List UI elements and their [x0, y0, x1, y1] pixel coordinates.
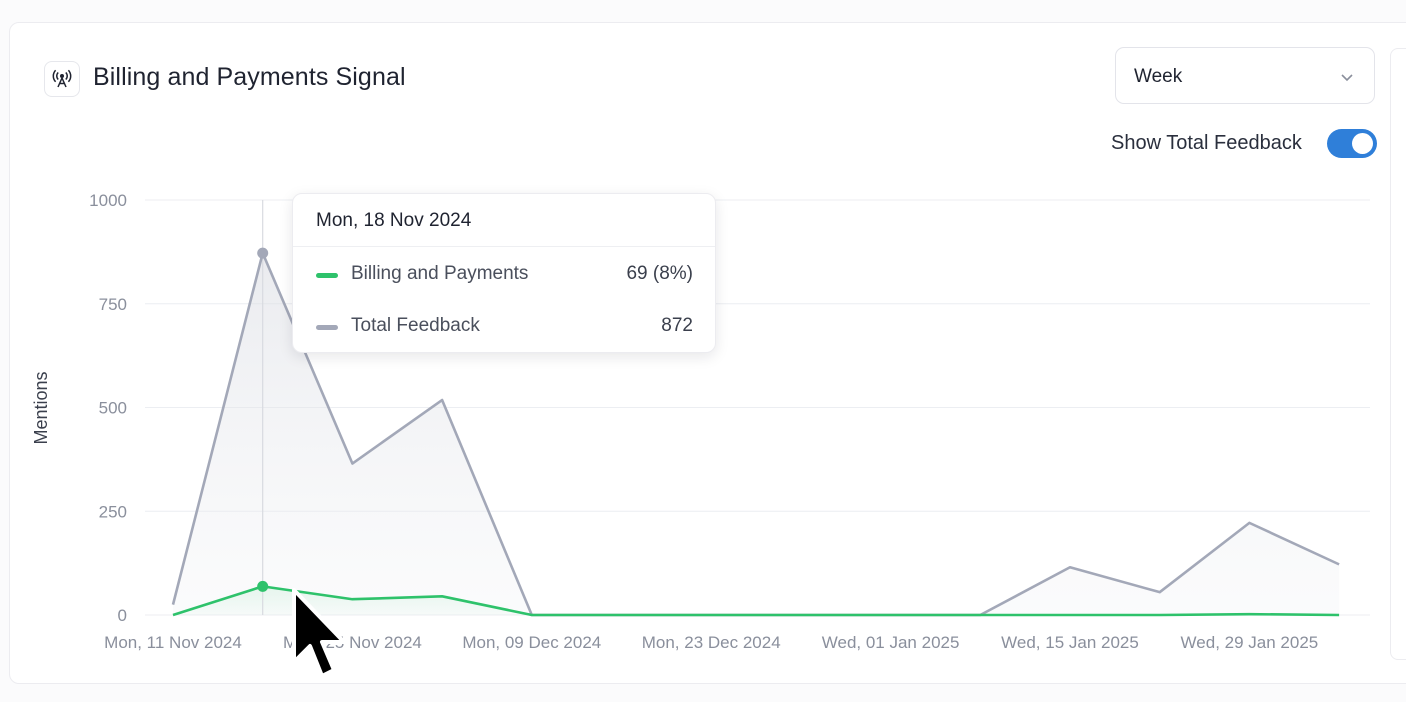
total-legend-swatch — [316, 325, 338, 330]
broadcast-antenna-icon — [44, 61, 80, 97]
y-tick-label: 500 — [99, 399, 127, 418]
y-tick-label: 750 — [99, 295, 127, 314]
mouse-pointer-icon — [290, 588, 350, 689]
y-tick-label: 1000 — [89, 191, 127, 210]
tooltip-row-label: Billing and Payments — [351, 263, 529, 284]
tooltip-date: Mon, 18 Nov 2024 — [316, 210, 472, 231]
x-tick-label: Mon, 23 Dec 2024 — [642, 633, 781, 652]
highlight-point — [257, 247, 269, 259]
period-select-value: Week — [1134, 66, 1183, 87]
y-axis-ticks: 0 250 500 750 1000 — [89, 191, 127, 625]
tooltip-row-label: Total Feedback — [351, 315, 480, 336]
x-tick-label: Mon, 11 Nov 2024 — [104, 633, 242, 652]
highlight-point — [257, 580, 269, 592]
highlight-points — [257, 247, 269, 592]
series-area — [173, 253, 1340, 615]
period-select[interactable]: Week — [1115, 47, 1375, 104]
page-title: Billing and Payments Signal — [93, 63, 406, 91]
toggle-knob — [1352, 133, 1373, 154]
chevron-down-icon — [1340, 70, 1354, 88]
y-tick-label: 250 — [99, 502, 127, 521]
tooltip-row-total: Total Feedback 872 — [316, 315, 693, 339]
series-line — [172, 585, 1340, 617]
y-axis-label: Mentions — [31, 371, 51, 444]
x-tick-label: Wed, 29 Jan 2025 — [1181, 633, 1319, 652]
x-tick-label: Wed, 01 Jan 2025 — [822, 633, 960, 652]
area-fills — [173, 253, 1340, 615]
tooltip-row-value: 69 (8%) — [626, 263, 693, 284]
tooltip-divider — [293, 246, 715, 247]
tooltip-row-billing: Billing and Payments 69 (8%) — [316, 263, 693, 287]
billing-legend-swatch — [316, 273, 338, 278]
x-tick-label: Mon, 09 Dec 2024 — [462, 633, 601, 652]
adjacent-panel-edge — [1390, 48, 1406, 660]
y-tick-label: 0 — [118, 606, 127, 625]
x-tick-label: Wed, 15 Jan 2025 — [1001, 633, 1139, 652]
series-lines — [171, 251, 1340, 617]
tooltip-row-value: 872 — [661, 315, 693, 336]
x-axis-ticks: Mon, 11 Nov 2024 Mon, 25 Nov 2024 Mon, 09 … — [104, 633, 1318, 652]
series-area — [173, 586, 1340, 615]
show-total-feedback-label: Show Total Feedback — [1111, 132, 1302, 154]
chart-tooltip: Mon, 18 Nov 2024 Billing and Payments 69… — [292, 193, 716, 353]
show-total-feedback-toggle[interactable] — [1327, 129, 1377, 158]
